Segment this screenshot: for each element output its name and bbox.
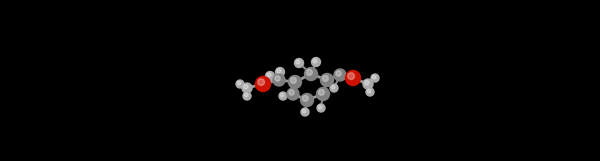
Circle shape	[320, 74, 334, 86]
Circle shape	[336, 71, 341, 76]
Circle shape	[258, 79, 265, 85]
Circle shape	[318, 105, 322, 109]
Circle shape	[295, 58, 304, 67]
Circle shape	[301, 94, 314, 106]
Circle shape	[275, 67, 284, 76]
Circle shape	[305, 67, 317, 80]
Circle shape	[237, 81, 241, 85]
Circle shape	[331, 85, 335, 89]
Circle shape	[296, 60, 300, 64]
Circle shape	[302, 109, 306, 113]
Circle shape	[319, 90, 325, 95]
Circle shape	[243, 92, 251, 100]
Circle shape	[256, 76, 271, 91]
Circle shape	[334, 69, 346, 81]
Circle shape	[367, 89, 371, 93]
Circle shape	[317, 104, 325, 112]
Circle shape	[280, 93, 284, 97]
Circle shape	[277, 69, 281, 73]
Circle shape	[275, 76, 280, 81]
Circle shape	[365, 80, 369, 85]
Circle shape	[287, 88, 299, 100]
Circle shape	[311, 57, 320, 66]
Circle shape	[302, 95, 308, 101]
Circle shape	[289, 76, 302, 89]
Circle shape	[363, 79, 373, 89]
Circle shape	[322, 76, 328, 81]
Circle shape	[313, 59, 317, 63]
Circle shape	[301, 108, 309, 116]
Circle shape	[290, 77, 296, 83]
Circle shape	[307, 69, 313, 75]
Circle shape	[273, 74, 285, 86]
Circle shape	[265, 71, 275, 80]
Circle shape	[348, 73, 355, 80]
Circle shape	[242, 83, 252, 93]
Circle shape	[267, 73, 271, 77]
Circle shape	[317, 87, 329, 100]
Circle shape	[346, 71, 361, 85]
Circle shape	[330, 84, 338, 92]
Circle shape	[244, 93, 248, 97]
Circle shape	[279, 92, 287, 100]
Circle shape	[236, 80, 244, 88]
Circle shape	[244, 85, 248, 89]
Circle shape	[289, 90, 294, 95]
Circle shape	[372, 75, 376, 79]
Circle shape	[366, 88, 374, 96]
Circle shape	[371, 74, 379, 82]
